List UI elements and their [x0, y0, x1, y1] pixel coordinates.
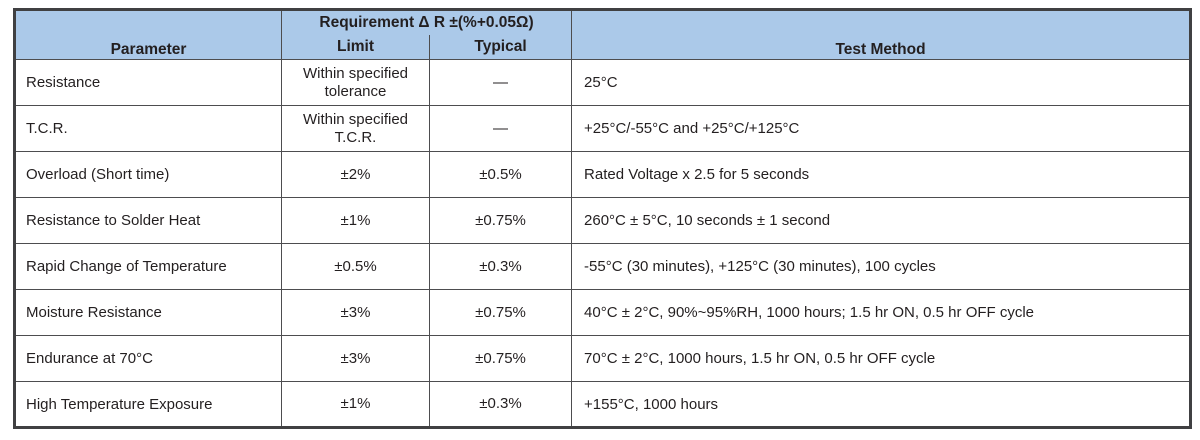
- header-row-sub: Limit Typical: [15, 34, 1191, 60]
- table-row: High Temperature Exposure ±1% ±0.3% +155…: [14, 381, 1192, 428]
- cell-limit: ±1%: [281, 197, 430, 244]
- cell-test-method: -55°C (30 minutes), +125°C (30 minutes),…: [571, 243, 1192, 290]
- header-row-top: Parameter Requirement Δ R ±(%+0.05Ω) Tes…: [14, 9, 1192, 60]
- cell-test-method: 40°C ± 2°C, 90%~95%RH, 1000 hours; 1.5 h…: [571, 289, 1192, 336]
- cell-limit: Within specified tolerance: [281, 59, 430, 106]
- header-requirement: Requirement Δ R ±(%+0.05Ω): [280, 9, 573, 35]
- cell-test-method: 70°C ± 2°C, 1000 hours, 1.5 hr ON, 0.5 h…: [571, 335, 1192, 382]
- cell-typical: ±0.75%: [428, 289, 573, 336]
- cell-parameter: Resistance to Solder Heat: [14, 197, 282, 244]
- table-row: Moisture Resistance ±3% ±0.75% 40°C ± 2°…: [14, 289, 1192, 336]
- cell-typical: ±0.5%: [428, 151, 573, 198]
- cell-parameter: T.C.R.: [14, 105, 282, 152]
- spec-table-header: Parameter Requirement Δ R ±(%+0.05Ω) Tes…: [14, 9, 1192, 60]
- cell-test-method: +25°C/-55°C and +25°C/+125°C: [571, 105, 1192, 152]
- table-row: Rapid Change of Temperature ±0.5% ±0.3% …: [14, 243, 1192, 290]
- cell-limit: ±2%: [281, 151, 430, 198]
- spec-table-body: Resistance Within specified tolerance — …: [14, 59, 1192, 428]
- cell-test-method: 260°C ± 5°C, 10 seconds ± 1 second: [571, 197, 1192, 244]
- cell-limit: ±3%: [281, 335, 430, 382]
- cell-typical: ±0.3%: [428, 381, 573, 428]
- header-limit: Limit: [281, 34, 430, 60]
- cell-parameter: Overload (Short time): [14, 151, 282, 198]
- cell-limit: ±1%: [281, 381, 430, 428]
- table-row: Resistance Within specified tolerance — …: [14, 59, 1192, 106]
- cell-limit: ±0.5%: [281, 243, 430, 290]
- cell-limit: Within specified T.C.R.: [281, 105, 430, 152]
- cell-typical: —: [428, 59, 573, 106]
- header-parameter: Parameter: [14, 9, 282, 60]
- cell-typical: —: [428, 105, 573, 152]
- spec-table: Parameter Requirement Δ R ±(%+0.05Ω) Tes…: [13, 8, 1193, 429]
- cell-parameter: Moisture Resistance: [14, 289, 282, 336]
- cell-typical: ±0.75%: [428, 197, 573, 244]
- cell-test-method: 25°C: [571, 59, 1192, 106]
- table-row: Endurance at 70°C ±3% ±0.75% 70°C ± 2°C,…: [14, 335, 1192, 382]
- cell-test-method: Rated Voltage x 2.5 for 5 seconds: [571, 151, 1192, 198]
- table-row: T.C.R. Within specified T.C.R. — +25°C/-…: [14, 105, 1192, 152]
- cell-test-method: +155°C, 1000 hours: [571, 381, 1192, 428]
- header-typical: Typical: [428, 34, 573, 60]
- table-row: Resistance to Solder Heat ±1% ±0.75% 260…: [14, 197, 1192, 244]
- cell-parameter: Endurance at 70°C: [14, 335, 282, 382]
- table-row: Overload (Short time) ±2% ±0.5% Rated Vo…: [14, 151, 1192, 198]
- cell-parameter: High Temperature Exposure: [14, 381, 282, 428]
- cell-typical: ±0.3%: [428, 243, 573, 290]
- cell-parameter: Rapid Change of Temperature: [14, 243, 282, 290]
- cell-limit: ±3%: [281, 289, 430, 336]
- cell-parameter: Resistance: [14, 59, 282, 106]
- header-test-method: Test Method: [571, 9, 1192, 60]
- cell-typical: ±0.75%: [428, 335, 573, 382]
